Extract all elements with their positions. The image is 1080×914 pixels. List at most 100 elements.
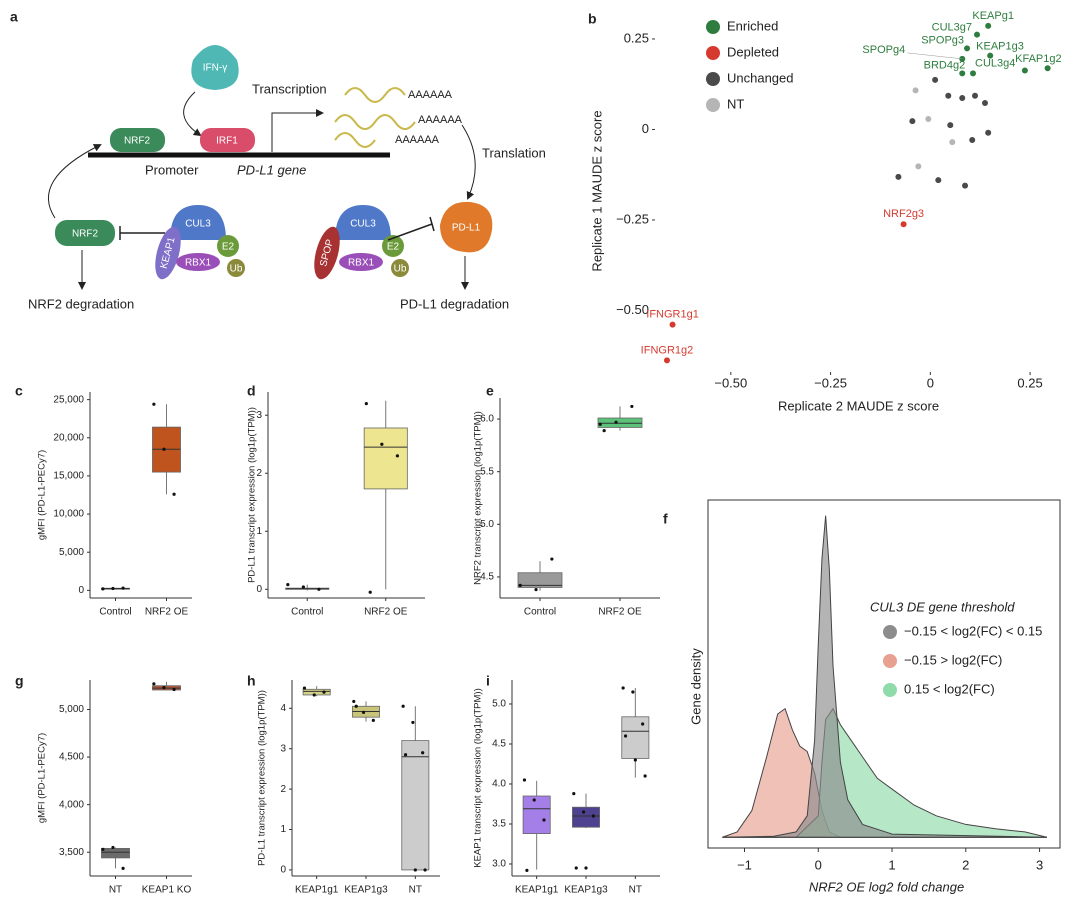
point (987, 52, 994, 59)
point (354, 704, 358, 708)
point (395, 454, 400, 458)
label: Transcription (252, 81, 327, 96)
y-tick-label: 4.5 (480, 572, 494, 583)
point (317, 587, 321, 591)
panel-label: c (15, 383, 23, 399)
point (598, 422, 602, 426)
point (152, 402, 156, 406)
point (380, 442, 384, 446)
y-tick-label: −0.25 (616, 211, 649, 226)
point (981, 100, 988, 107)
label: CUL3 (350, 219, 376, 230)
y-tick-label: 5.5 (480, 466, 494, 477)
e2 (382, 235, 404, 257)
label: Translation (482, 145, 546, 160)
y-axis-title: gMFI (PD-L1-PECy7) (37, 450, 48, 540)
legend-label: Unchanged (727, 70, 794, 85)
x-tick-label: Control (524, 607, 556, 618)
point-label: SPOPg4 (862, 44, 905, 56)
panel-label: e (486, 383, 494, 399)
arrow (461, 124, 476, 200)
point (534, 587, 538, 592)
y-tick-label: 1 (280, 824, 286, 835)
point-label: IFNGR1g1 (646, 308, 699, 320)
irf1-box (200, 128, 255, 152)
keap1 (155, 226, 181, 280)
point (421, 751, 425, 755)
y-tick-label: 5,000 (59, 547, 84, 558)
x-tick-label: −0.50 (714, 375, 747, 390)
x-tick-label: Control (99, 607, 131, 618)
point (959, 70, 966, 77)
box (401, 740, 430, 871)
box (522, 795, 551, 834)
label: Ub (230, 264, 243, 275)
point (895, 173, 902, 180)
label: PD-L1 gene (237, 162, 306, 177)
ub (227, 259, 245, 277)
point (542, 818, 546, 822)
x-tick-label: −1 (737, 857, 752, 872)
label: PD-L1 (452, 223, 481, 234)
point (945, 92, 952, 99)
x-tick-label: Control (291, 607, 323, 618)
point-label: SPOPg3 (921, 34, 964, 46)
point (532, 798, 536, 802)
point (111, 586, 115, 591)
legend-label: Enriched (727, 18, 778, 33)
point (584, 866, 588, 870)
point (1021, 67, 1028, 74)
point (631, 690, 635, 694)
label: CUL3 (185, 219, 211, 230)
point (302, 686, 307, 690)
y-axis-title: PD-L1 transcript expression (log1p(TPM)) (257, 690, 268, 866)
point (932, 76, 939, 83)
legend-title: CUL3 DE gene threshold (870, 599, 1015, 614)
point (959, 94, 966, 101)
legend-swatch (706, 98, 720, 112)
x-tick-label: 2 (962, 857, 969, 872)
point (602, 429, 606, 433)
y-axis-title: KEAP1 transcript expression (log1p(TPM)) (473, 688, 484, 868)
label: NRF2 (72, 229, 99, 240)
x-tick-label: NT (629, 885, 642, 896)
box (302, 688, 331, 696)
polya: AAAAAA (395, 134, 440, 146)
point-label: CUL3g7 (932, 22, 972, 34)
label: Ub (394, 264, 407, 275)
point (947, 122, 954, 129)
cul3 (170, 205, 226, 240)
y-tick-label: 3 (256, 410, 262, 421)
point (572, 792, 576, 796)
legend-label: 0.15 < log2(FC) (904, 681, 995, 696)
arrow (183, 91, 202, 137)
y-axis-title: Replicate 1 MAUDE z score (589, 110, 604, 271)
point (121, 866, 125, 870)
y-tick-label: 4,500 (59, 752, 84, 763)
y-tick-label: 15,000 (53, 471, 84, 482)
label: Promoter (145, 162, 199, 177)
legend-swatch (706, 46, 720, 60)
point (371, 718, 375, 723)
nrf2-box (110, 128, 165, 152)
x-tick-label: 0 (815, 857, 822, 872)
box (621, 716, 650, 759)
point (522, 778, 527, 782)
box (101, 848, 130, 859)
x-tick-label: NT (409, 885, 422, 896)
panel-label: f (663, 511, 668, 527)
point (101, 587, 105, 591)
y-tick-label: 6.0 (480, 414, 494, 425)
y-tick-label: 0 (642, 121, 649, 136)
mrna (334, 114, 416, 130)
point (623, 734, 628, 738)
legend-label: −0.15 < log2(FC) < 0.15 (904, 623, 1042, 638)
legend-swatch (883, 654, 897, 668)
point (172, 492, 176, 496)
box (363, 427, 408, 490)
point-label: KFAP1g2 (1015, 53, 1061, 65)
label: RBX1 (185, 258, 212, 269)
y-tick-label: 5.0 (492, 699, 506, 710)
x-tick-label: KEAP1g1 (295, 885, 339, 896)
